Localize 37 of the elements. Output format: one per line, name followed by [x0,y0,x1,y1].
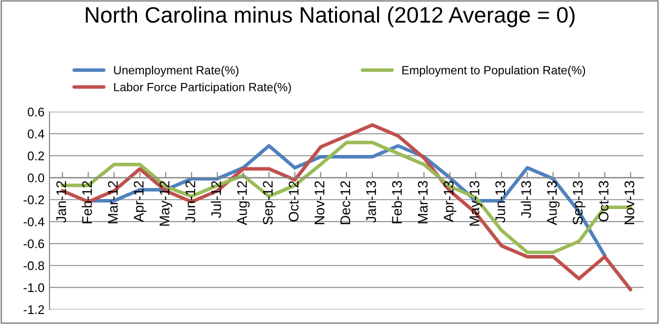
x-tick-label: Aug-12 [237,181,250,226]
x-tick-label: Aug-13 [547,181,560,226]
x-tick-label: Jun-12 [185,181,196,223]
y-tick-label: 0.2 [28,152,44,160]
y-tick-label: -0.8 [24,261,44,270]
x-tick-label: Jul-13 [520,181,532,218]
y-tick-label: -0.4 [24,217,44,226]
y-tick-label: 0.6 [28,108,44,116]
y-tick-label: -1.2 [24,305,44,314]
x-tick-label: May-13 [470,181,482,226]
legend-label: Unemployment Rate(%) [114,66,238,77]
x-tick-label: Oct-13 [598,181,608,222]
x-tick-label: Feb-12 [82,181,92,224]
x-tick-label: Oct-12 [288,181,299,222]
y-tick-label: -1.0 [24,283,44,292]
x-tick-label: Mar-12 [108,181,118,224]
y-tick-label: -0.2 [24,195,44,204]
y-tick-label: -0.6 [24,239,44,248]
x-tick-label: May-12 [160,181,172,226]
x-tick-label: Apr-12 [134,181,146,222]
x-tick-label: Mar-13 [418,181,428,224]
x-tick-label: Sep-12 [262,181,276,225]
x-tick-label: Jul-12 [210,181,222,218]
y-tick-label: 0.4 [28,130,44,138]
x-tick-label: Apr-13 [444,181,456,222]
x-tick-label: Jun-13 [495,181,506,223]
legend-label: Employment to Population Rate(%) [402,66,586,77]
legend-label: Labor Force Participation Rate(%) [114,82,291,94]
x-tick-label: Jan-13 [366,181,376,223]
chart-title: North Carolina minus National (2012 Average = 0) [86,6,575,28]
x-tick-label: Jan-12 [56,181,66,223]
x-tick-label: Nov-12 [314,181,324,224]
x-tick-label: Sep-13 [572,181,586,225]
y-tick-label: 0.0 [28,173,44,182]
x-tick-label: Feb-13 [392,181,402,224]
x-tick-label: Nov-13 [624,181,634,224]
x-tick-label: Dec-12 [340,181,350,224]
